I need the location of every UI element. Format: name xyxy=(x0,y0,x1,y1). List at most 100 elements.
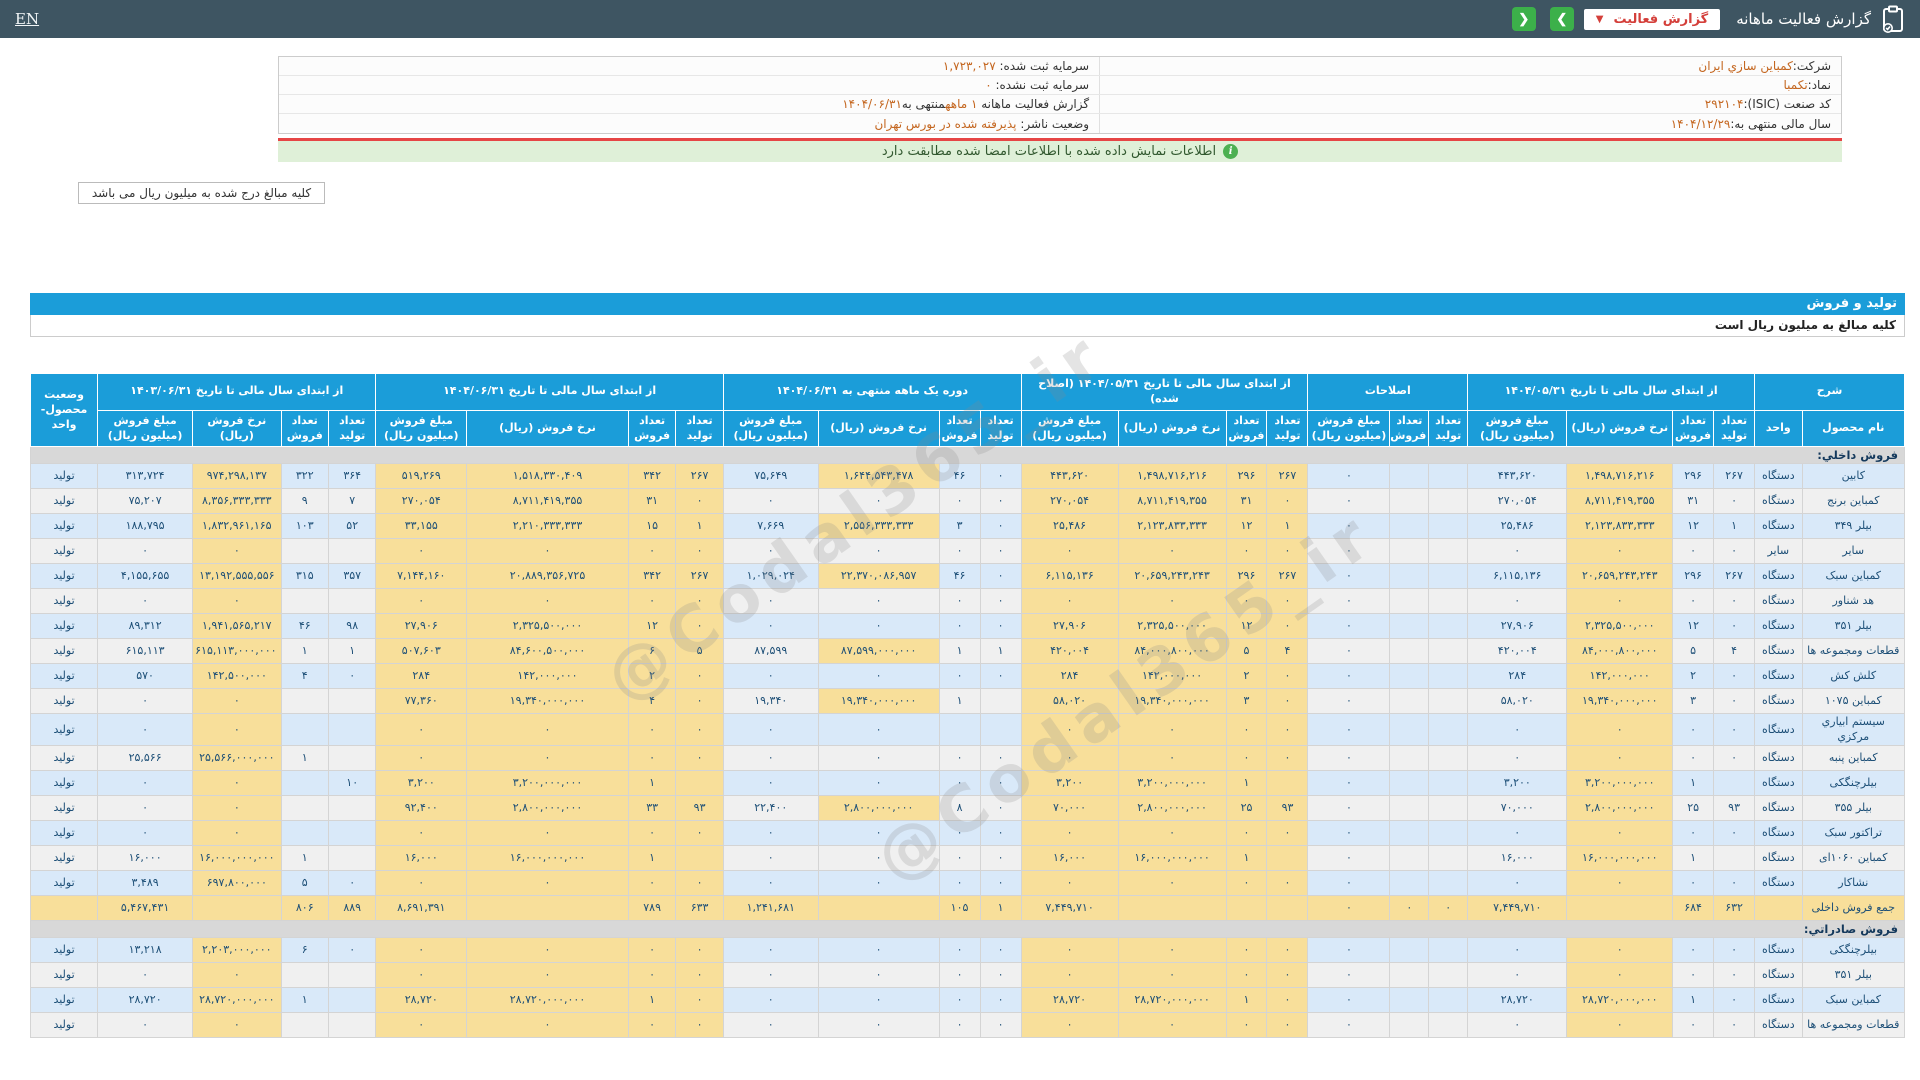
table-row: نشاکار دستگاه ۰ ۰ ۰ ۰ ۰ ۰ ۰ ۰ ۰ ۰ ۰ ۰ ۰ ۰ ۰ ۰ ۰ ۰ ۵ ۶۹۷,۸۰۰,۰… xyxy=(29,869,1906,896)
info-value: تکمبا xyxy=(1783,78,1808,92)
value-cell-c: ۰ xyxy=(1020,1011,1119,1038)
value-cell-e: ۱۶,۰۰۰ xyxy=(375,844,468,871)
value-cell-e: ۳۱ xyxy=(627,488,677,515)
value-cell-c: ۰ xyxy=(1266,613,1309,640)
value-cell-c: ۲۹۶ xyxy=(1225,563,1268,590)
value-cell-f xyxy=(280,769,329,796)
value-cell-e: ۰ xyxy=(675,688,724,715)
value-cell-c: ۰ xyxy=(1266,819,1309,846)
value-cell-f: ۴۶ xyxy=(280,613,329,640)
info-cell: کد صنعت (ISIC): ۲۹۲۱۰۴ xyxy=(1099,95,1841,113)
value-cell-f xyxy=(327,744,377,771)
status-cell: تولید xyxy=(29,961,99,988)
value-cell-d: ۴۶ xyxy=(938,463,981,490)
unit-cell: دستگاه xyxy=(1754,613,1803,640)
section-title-bar: تولید و فروش xyxy=(30,293,1905,315)
production-sales-table: شرح از ابتدای سال مالی تا تاریخ ۱۴۰۴/۰۵/۳… xyxy=(29,372,1906,1038)
chevron-down-icon: ▼ xyxy=(1595,13,1604,25)
value-cell-f xyxy=(280,794,329,821)
value-cell-f: ۷۵,۲۰۷ xyxy=(97,488,194,515)
value-cell-f: ۳۱۵ xyxy=(280,563,329,590)
value-cell-d: ۰ xyxy=(938,844,981,871)
value-cell-c: ۰ xyxy=(1266,869,1309,896)
column-header: نرخ فروش (ریال) xyxy=(817,409,940,448)
value-cell-c: ۰ xyxy=(1225,713,1268,746)
value-cell-e: ۱۵ xyxy=(627,513,677,540)
value-cell-b xyxy=(1428,1011,1469,1038)
value-cell-f: ۳,۴۸۹ xyxy=(97,869,194,896)
value-cell-d: ۰ xyxy=(938,588,981,615)
value-cell-f: ۰ xyxy=(327,663,377,690)
value-cell-c: ۲۵,۴۸۶ xyxy=(1020,513,1119,540)
value-cell-e: ۰ xyxy=(675,663,724,690)
value-cell-e: ۲۷,۹۰۶ xyxy=(375,613,468,640)
value-cell-e: ۰ xyxy=(675,488,724,515)
value-cell-b: ۰ xyxy=(1307,961,1391,988)
value-cell-f: ۵ xyxy=(280,869,329,896)
value-cell-f: ۱,۸۳۲,۹۶۱,۱۶۵ xyxy=(192,513,282,540)
report-type-select[interactable]: گزارش فعالیت ▼ xyxy=(1583,8,1721,30)
table-row: کلش کش دستگاه ۰ ۲ ۱۴۲,۰۰۰,۰۰۰ ۲۸۴ ۰ ۰ ۲ ۱۴۲,۰۰۰,۰… xyxy=(29,663,1906,690)
value-cell-c: ۰ xyxy=(1266,936,1309,963)
language-toggle-en[interactable]: EN xyxy=(15,10,40,28)
value-cell-e: ۱ xyxy=(627,844,677,871)
value-cell-d: ۰ xyxy=(817,936,940,963)
product-name-cell: بیلر ۳۵۵ xyxy=(1801,794,1906,821)
value-cell-c: ۵۸,۰۲۰ xyxy=(1020,688,1119,715)
value-cell-b: ۰ xyxy=(1307,894,1391,921)
column-header: نرخ فروش (ریال) xyxy=(466,409,629,448)
table-row: قطعات ومجموعه ها دستگاه ۰ ۰ ۰ ۰ ۰ ۰ ۰ ۰ ۰ ۰ ۰ ۰ ۰ ۰ ۰ ۰ ۰ ۰… xyxy=(29,1011,1906,1038)
report-type-label: گزارش فعالیت xyxy=(1613,11,1709,27)
value-cell-d: ۰ xyxy=(817,844,940,871)
value-cell-d: ۱۹,۳۴۰,۰۰۰,۰۰۰ xyxy=(817,688,940,715)
value-cell-a: ۰ xyxy=(1566,1011,1674,1038)
value-cell-b xyxy=(1389,713,1430,746)
info-cell: سرمایه ثبت شده: ۱,۷۲۳,۰۲۷ xyxy=(279,59,1099,73)
table-row: سایر سایر ۰ ۰ ۰ ۰ ۰ ۰ ۰ ۰ ۰ ۰ ۰ ۰ ۰ ۰ ۰ ۰ ۰ ۰ ۰ تولید xyxy=(29,538,1906,565)
status-cell: تولید xyxy=(29,744,99,771)
value-cell-d: ۰ xyxy=(722,819,819,846)
value-cell-b xyxy=(1428,744,1469,771)
value-cell-b: ۰ xyxy=(1307,563,1391,590)
value-cell-a: ۱ xyxy=(1713,513,1756,540)
value-cell-f: ۵۲ xyxy=(327,513,377,540)
value-cell-e: ۰ xyxy=(627,869,677,896)
value-cell-b xyxy=(1389,1011,1430,1038)
value-cell-a: ۰ xyxy=(1713,936,1756,963)
value-cell-c: ۰ xyxy=(1266,538,1309,565)
value-cell-a: ۰ xyxy=(1713,663,1756,690)
previous-report-button[interactable]: ❮ xyxy=(1511,7,1536,31)
value-cell-e: ۳۴۲ xyxy=(627,463,677,490)
value-cell-a: ۰ xyxy=(1467,869,1568,896)
value-cell-e: ۰ xyxy=(375,819,468,846)
table-row: کمباین سبک دستگاه ۲۶۷ ۲۹۶ ۲۰,۶۵۹,۲۴۳,۲۴۳ ۶,۱۱… xyxy=(29,563,1906,590)
value-cell-f: ۰ xyxy=(192,961,282,988)
value-cell-e: ۱۲ xyxy=(627,613,677,640)
value-cell-f: ۹۸ xyxy=(327,613,377,640)
section-header-row: فروش صادراتي: xyxy=(30,919,1905,938)
value-cell-a: ۰ xyxy=(1467,538,1568,565)
value-cell-d: ۰ xyxy=(979,613,1022,640)
info-cell: وضعیت ناشر: پذیرفته شده در بورس تهران xyxy=(279,117,1099,131)
value-cell-c: ۴ xyxy=(1266,638,1309,665)
info-label: سرمایه ثبت نشده: xyxy=(991,78,1090,92)
value-cell-d: ۲۲,۴۰۰ xyxy=(722,794,819,821)
value-cell-d xyxy=(817,894,940,921)
next-report-button[interactable]: ❯ xyxy=(1549,7,1574,31)
value-cell-d: ۰ xyxy=(722,986,819,1013)
value-cell-c: ۰ xyxy=(1225,1011,1268,1038)
value-cell-e: ۲,۸۰۰,۰۰۰,۰۰۰ xyxy=(466,794,629,821)
total-row: جمع فروش داخلی ۶۳۲ ۶۸۴ ۷,۴۴۹,۷۱۰ ۰ ۰ ۰ ۷,۴۴۹,۷۱… xyxy=(29,894,1906,921)
table-row: سیستم ابیاري مرکزي دستگاه ۰ ۰ ۰ ۰ ۰ ۰ ۰ ۰ ۰ ۰ ۰ ۰ ۰ ۰ ۰ ۰… xyxy=(29,713,1906,746)
value-cell-c: ۲۹۶ xyxy=(1225,463,1268,490)
value-cell-f: ۶ xyxy=(280,936,329,963)
value-cell-f: ۰ xyxy=(97,588,194,615)
value-cell-e: ۰ xyxy=(375,713,468,746)
value-cell-e: ۰ xyxy=(375,961,468,988)
column-group-header: دوره یک ماهه منتهی به ۱۴۰۴/۰۶/۳۱ xyxy=(722,373,1022,411)
value-cell-a: ۲,۱۲۳,۸۳۳,۳۳۳ xyxy=(1566,513,1674,540)
value-cell-d: ۰ xyxy=(979,663,1022,690)
value-cell-a: ۲۸,۷۲۰ xyxy=(1467,986,1568,1013)
value-cell-e: ۰ xyxy=(466,744,629,771)
value-cell-f xyxy=(327,794,377,821)
